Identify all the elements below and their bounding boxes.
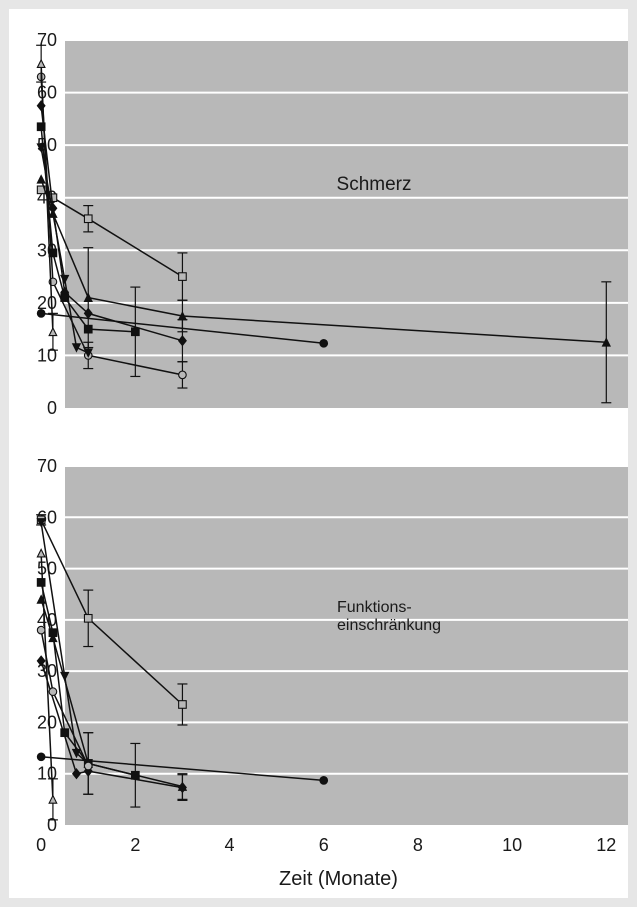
data-point bbox=[177, 335, 187, 347]
series-line bbox=[40, 63, 54, 332]
y-tick-label: 0 bbox=[47, 815, 57, 835]
data-point bbox=[83, 348, 93, 358]
data-point bbox=[36, 143, 46, 153]
y-tick-label: 10 bbox=[37, 764, 57, 784]
y-tick-label: 0 bbox=[47, 398, 57, 418]
data-point bbox=[36, 548, 46, 558]
x-tick-label: 6 bbox=[319, 835, 329, 855]
x-tick-label: 10 bbox=[502, 835, 522, 855]
data-point bbox=[48, 687, 58, 697]
y-tick-label: 60 bbox=[37, 83, 57, 103]
x-tick-label: 0 bbox=[36, 835, 46, 855]
x-axis-label: Zeit (Monate) bbox=[279, 868, 398, 890]
x-tick-label: 2 bbox=[130, 835, 140, 855]
data-point bbox=[36, 122, 46, 132]
chart-annotation: Funktions-einschränkung bbox=[337, 599, 441, 634]
chart-annotation: Schmerz bbox=[337, 174, 412, 195]
data-point bbox=[36, 309, 46, 318]
figure: 0 10 20 30 40 50 60 70 Schmerz 0 10 20 30 40 50 60 70 0 2 4… bbox=[9, 9, 628, 898]
data-point bbox=[36, 625, 46, 635]
data-point bbox=[83, 761, 93, 771]
data-point bbox=[36, 518, 46, 528]
plot-area bbox=[65, 40, 628, 408]
y-tick-label: 20 bbox=[37, 712, 57, 732]
series-line bbox=[40, 522, 89, 765]
data-point bbox=[601, 337, 611, 347]
data-point bbox=[178, 700, 187, 709]
data-point bbox=[83, 324, 93, 334]
series-line bbox=[40, 660, 183, 789]
x-tick-label: 12 bbox=[596, 835, 616, 855]
data-point bbox=[130, 327, 140, 337]
data-point bbox=[177, 781, 187, 794]
data-point bbox=[36, 752, 46, 762]
series-line bbox=[41, 756, 324, 782]
data-point bbox=[48, 193, 58, 203]
data-point bbox=[48, 632, 58, 643]
data-point bbox=[83, 292, 93, 302]
data-point bbox=[319, 338, 329, 348]
series-line bbox=[40, 599, 183, 788]
data-point bbox=[36, 655, 46, 667]
y-tick-label: 70 bbox=[37, 30, 57, 50]
data-point bbox=[83, 214, 93, 224]
plot-area bbox=[65, 466, 628, 825]
data-point bbox=[36, 578, 46, 587]
data-point bbox=[71, 343, 82, 353]
data-point bbox=[71, 768, 81, 780]
data-point bbox=[83, 613, 93, 623]
series-line bbox=[40, 147, 89, 354]
data-point bbox=[36, 594, 46, 604]
x-tick-label: 8 bbox=[413, 835, 423, 855]
data-point bbox=[319, 776, 329, 785]
y-tick-label: 10 bbox=[37, 345, 57, 365]
data-point bbox=[60, 274, 70, 285]
series-line bbox=[41, 312, 324, 345]
data-point bbox=[178, 370, 187, 380]
data-point bbox=[178, 272, 187, 281]
data-point bbox=[36, 58, 46, 69]
y-tick-label: 70 bbox=[37, 456, 57, 476]
data-point bbox=[36, 174, 46, 184]
data-point bbox=[48, 326, 58, 337]
data-point bbox=[48, 794, 58, 804]
x-tick-label: 4 bbox=[225, 835, 235, 855]
